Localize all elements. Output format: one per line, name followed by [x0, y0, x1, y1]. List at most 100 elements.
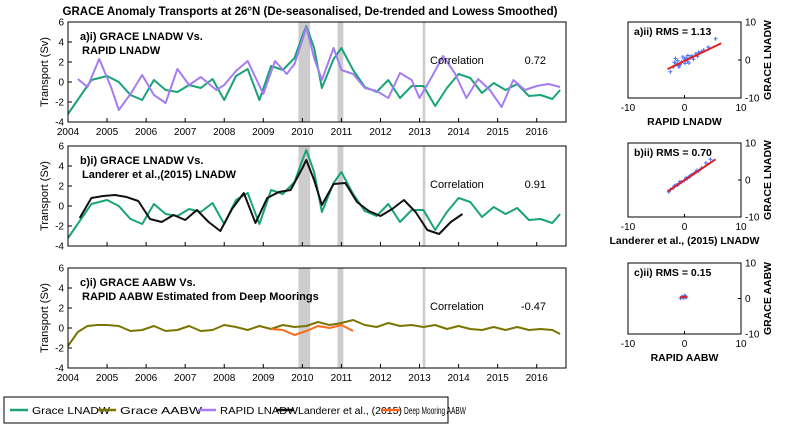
shaded-period: [422, 146, 426, 246]
shaded-period: [298, 22, 311, 122]
y-tick-label: 6: [58, 142, 64, 153]
y-tick-label: 0: [745, 56, 751, 67]
y-tick-label: 6: [58, 18, 64, 29]
x-axis-label: Landerer et al., (2015) LNADW: [610, 235, 760, 247]
x-tick-label: 2005: [96, 127, 119, 138]
panel-label-line1: b)i) GRACE LNADW Vs.: [80, 155, 203, 167]
panel-label-line1: c)i) GRACE AABW Vs.: [80, 277, 196, 289]
x-tick-label: 2014: [447, 373, 470, 384]
series-line-rapid-lnadw: [77, 26, 561, 111]
x-tick-label: 0: [682, 103, 688, 114]
shaded-period: [298, 146, 311, 246]
x-tick-label: 2013: [408, 127, 431, 138]
y-tick-label: 4: [58, 38, 64, 49]
x-tick-label: 2010: [291, 127, 314, 138]
x-axis-label: RAPID LNADW: [647, 116, 722, 128]
y-tick-label: -2: [55, 344, 64, 355]
legend-box: [3, 396, 449, 424]
scatter-point: [687, 61, 692, 66]
y-tick-label: 0: [745, 294, 751, 305]
scatter-point: [713, 36, 718, 41]
x-tick-label: 2014: [447, 127, 470, 138]
timeseries-panel-ci: -4 -2 0 2 4 6 2004 2005 2006 2007 2008 2009 2010 2011…: [39, 264, 567, 384]
x-tick-label: 2008: [213, 373, 236, 384]
x-tick-label: 2011: [331, 373, 353, 384]
y-tick-label: -2: [55, 222, 64, 233]
correlation-label: Correlation: [430, 301, 484, 313]
y-tick-label: -10: [745, 213, 760, 224]
x-tick-label: 2015: [487, 373, 510, 384]
panel-label-line2: RAPID AABW Estimated from Deep Moorings: [82, 291, 319, 303]
x-tick-label: 0: [682, 222, 688, 233]
legend-label: Landerer et al., (2015): [298, 406, 402, 417]
plot-frame: [67, 21, 567, 123]
y-tick-label: 4: [58, 284, 64, 295]
y-axis-label: GRACE AABW: [762, 262, 774, 335]
scatter-point: [668, 69, 673, 74]
y-tick-label: -10: [745, 94, 760, 105]
fit-line: [667, 42, 722, 71]
x-tick-label: 2009: [252, 373, 275, 384]
y-tick-label: 4: [58, 162, 64, 173]
correlation-value: 0.72: [525, 55, 546, 67]
y-tick-label: 10: [745, 18, 757, 29]
x-tick-label: 2008: [213, 127, 236, 138]
y-axis-label: Transport (Sv): [39, 283, 51, 353]
plot-frame: [67, 145, 567, 247]
panel-label-line2: Landerer et al.,(2015) LNADW: [82, 169, 237, 181]
shaded-period: [422, 22, 426, 122]
shaded-period: [337, 146, 344, 246]
scatter-label: b)ii) RMS = 0.70: [634, 147, 712, 159]
x-tick-label: 2005: [96, 373, 119, 384]
x-tick-label: 0: [682, 339, 688, 350]
x-tick-label: 10: [735, 103, 747, 114]
x-tick-label: 10: [735, 339, 747, 350]
y-tick-label: -4: [55, 118, 64, 129]
fit-line: [679, 295, 687, 299]
timeseries-panel-ai: -4 -2 0 2 4 6 2004 2005 2006 2007 2008 2009 2010 2011…: [39, 18, 567, 138]
shaded-period: [337, 268, 344, 368]
x-tick-label: 2007: [174, 127, 197, 138]
scatter-point: [672, 60, 677, 65]
scatter-point: [680, 54, 685, 59]
x-tick-label: 10: [735, 222, 747, 233]
scatter-label: a)ii) RMS = 1.13: [634, 26, 711, 38]
y-tick-label: -4: [55, 364, 64, 375]
scatter-point: [708, 157, 713, 162]
y-axis-label: Transport (Sv): [39, 161, 51, 231]
series-line-deep-mooring-aabw: [271, 324, 354, 336]
shaded-period: [298, 268, 311, 368]
y-tick-label: 0: [58, 78, 64, 89]
scatter-point: [685, 53, 690, 58]
legend-label: Deep Mooring AABW: [404, 406, 466, 417]
x-tick-label: 2004: [57, 127, 80, 138]
scatter-point: [683, 61, 688, 66]
x-tick-label: 2012: [369, 373, 392, 384]
x-axis-label: RAPID AABW: [651, 352, 719, 364]
y-tick-label: 0: [58, 202, 64, 213]
panel-label-line1: a)i) GRACE LNADW Vs.: [80, 31, 203, 43]
y-axis-label: Transport (Sv): [39, 37, 51, 107]
legend-label: Grace LNADW: [32, 406, 111, 417]
y-tick-label: -4: [55, 242, 64, 253]
series-line-grace-lnadw: [67, 149, 561, 239]
series-line-grace-lnadw: [67, 25, 561, 115]
x-tick-label: 2012: [369, 127, 392, 138]
fit-line: [666, 158, 717, 193]
plot-frame: [67, 267, 567, 369]
panel-label-line2: RAPID LNADW: [82, 45, 161, 57]
x-tick-label: 2015: [487, 127, 510, 138]
x-tick-label: 2007: [174, 373, 197, 384]
x-tick-label: -10: [621, 222, 636, 233]
scatter-point: [676, 64, 681, 69]
x-tick-label: 2009: [252, 127, 275, 138]
x-tick-label: 2016: [526, 373, 549, 384]
y-tick-label: -10: [745, 330, 760, 341]
y-tick-label: 2: [58, 58, 64, 69]
series-line-landerer-et-al-2015: [78, 159, 464, 235]
scatter-point: [706, 45, 711, 50]
